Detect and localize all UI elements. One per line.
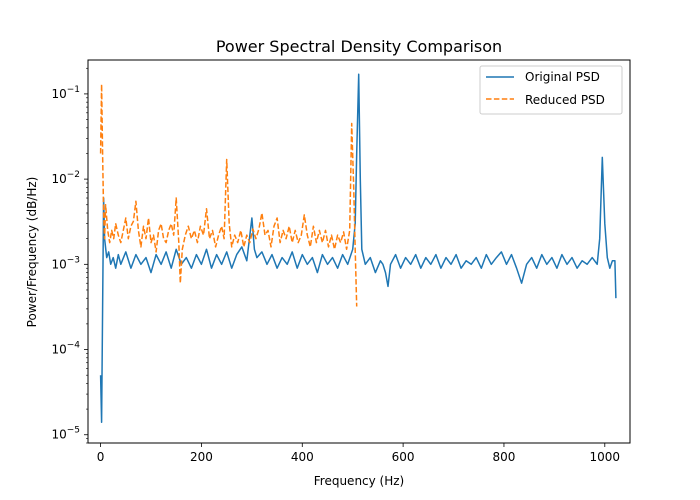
- chart-title: Power Spectral Density Comparison: [216, 37, 502, 56]
- y-tick-label: 10−2: [51, 170, 80, 186]
- legend-label-reduced: Reduced PSD: [525, 93, 605, 107]
- x-axis-label: Frequency (Hz): [314, 474, 405, 488]
- x-tick-label: 1000: [590, 450, 621, 464]
- x-axis: 0 200 400 600 800 1000: [97, 443, 620, 464]
- y-axis: 10−5 10−4 10−3 10−2 10−1: [51, 67, 88, 444]
- legend-label-original: Original PSD: [525, 70, 600, 84]
- y-axis-label: Power/Frequency (dB/Hz): [25, 177, 39, 328]
- x-tick-label: 800: [493, 450, 516, 464]
- y-tick-label: 10−5: [51, 426, 80, 442]
- series-line-reduced-psd: [99, 83, 358, 307]
- y-tick-label: 10−3: [51, 255, 80, 271]
- legend: Original PSD Reduced PSD: [479, 65, 623, 115]
- legend-box: [479, 65, 623, 115]
- y-tick-label: 10−1: [51, 85, 80, 101]
- axes-frame: [87, 59, 631, 444]
- x-tick-label: 400: [291, 450, 314, 464]
- series-line-original-psd: [99, 73, 617, 424]
- y-tick-label: 10−4: [51, 341, 80, 357]
- x-tick-label: 600: [392, 450, 415, 464]
- x-tick-label: 200: [190, 450, 213, 464]
- plot-area: [99, 73, 617, 424]
- x-tick-label: 0: [97, 450, 105, 464]
